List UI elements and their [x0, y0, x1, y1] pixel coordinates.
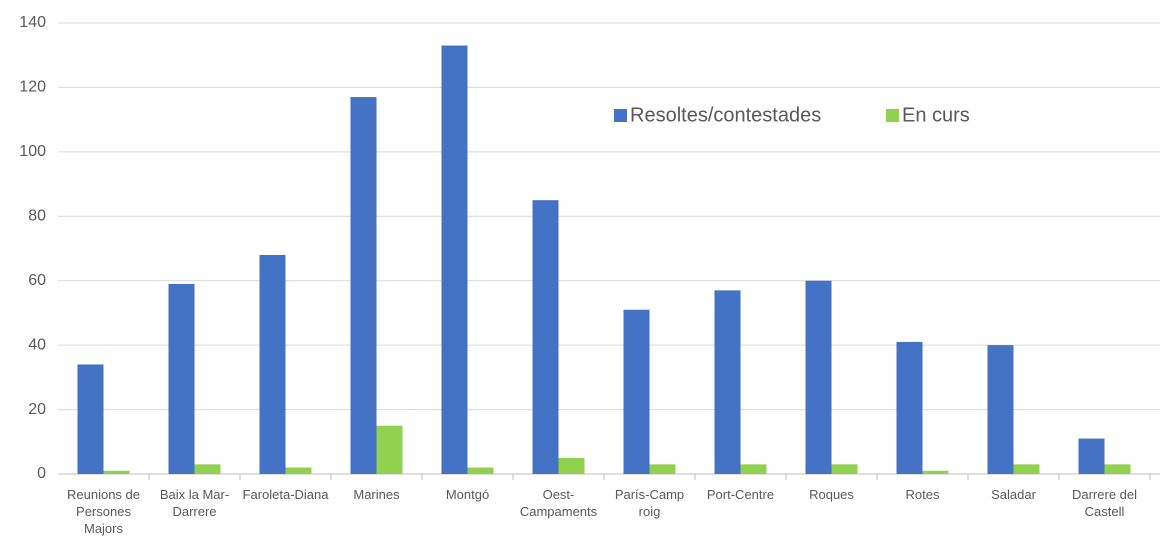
bar — [714, 290, 741, 474]
x-tick-label: Darrere del Castell — [1071, 487, 1138, 519]
bar — [77, 364, 104, 474]
bar — [285, 467, 312, 474]
x-tick-label: Oest-Campaments — [519, 487, 598, 519]
bar — [831, 464, 858, 474]
y-tick-label: 120 — [19, 79, 46, 96]
x-tick-label: Port-Centre — [706, 487, 775, 502]
x-tick-label: Montgó — [445, 487, 490, 502]
legend-label: Resoltes/contestades — [630, 104, 821, 126]
y-tick-label: 40 — [28, 336, 46, 353]
bar — [805, 280, 832, 474]
bar — [259, 254, 286, 474]
x-tick-label: Faroleta-Diana — [242, 487, 329, 502]
bar — [987, 345, 1014, 474]
x-tick-label: Rotes — [905, 487, 940, 502]
bar — [922, 470, 949, 474]
bar — [103, 470, 130, 474]
y-tick-label: 80 — [28, 208, 46, 225]
x-tick-label: París-Camp roig — [614, 487, 685, 519]
bar — [376, 425, 403, 474]
bar — [350, 97, 377, 474]
bar — [532, 200, 559, 474]
x-tick-label: Roques — [809, 487, 854, 502]
y-tick-label: 20 — [28, 401, 46, 418]
y-tick-label: 100 — [19, 143, 46, 160]
bar — [467, 467, 494, 474]
legend-swatch — [886, 109, 899, 122]
bar — [896, 341, 923, 474]
x-tick-label: Reunions de Persones Majors — [67, 487, 140, 536]
x-tick-label: Marines — [353, 487, 400, 502]
bar — [558, 457, 585, 474]
bar — [1104, 464, 1131, 474]
bar — [740, 464, 767, 474]
y-tick-label: 60 — [28, 272, 46, 289]
y-tick-label: 0 — [37, 465, 46, 482]
x-tick-label: Saladar — [991, 487, 1036, 502]
bar — [1013, 464, 1040, 474]
bar — [168, 283, 195, 474]
legend-label: En curs — [902, 104, 970, 126]
bar — [194, 464, 221, 474]
y-tick-label: 140 — [19, 14, 46, 31]
x-tick-label: Baix la Mar-Darrere — [159, 487, 230, 519]
bar — [623, 309, 650, 474]
bar — [649, 464, 676, 474]
bar — [1078, 438, 1105, 474]
legend-swatch — [614, 109, 627, 122]
bar — [441, 45, 468, 475]
